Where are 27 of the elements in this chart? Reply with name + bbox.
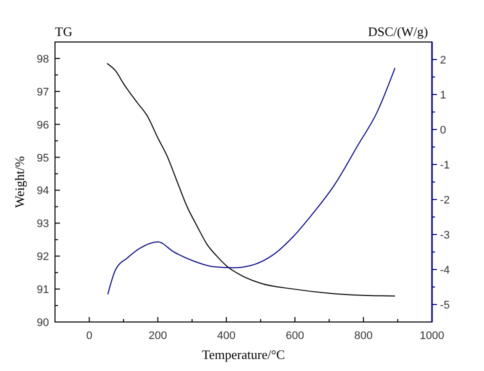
y-tick-label: 94 xyxy=(36,185,49,198)
y-tick-label: 97 xyxy=(36,86,49,98)
y-tick-label: 96 xyxy=(36,119,49,132)
y2-tick-label: -3 xyxy=(440,230,450,242)
x-tick-label: 400 xyxy=(217,330,236,342)
x-tick-label: 600 xyxy=(286,330,304,342)
text: TG xyxy=(55,24,72,39)
y-tick-label: 90 xyxy=(36,317,49,329)
y-tick-label: 95 xyxy=(36,152,49,164)
y-tick-label: 93 xyxy=(36,218,49,230)
y-tick-label: 91 xyxy=(36,284,49,296)
x-tick-label: 0 xyxy=(86,330,92,342)
x-tick-label: 1000 xyxy=(420,330,444,342)
y2-tick-label: 0 xyxy=(440,124,446,136)
x-tick-label: 200 xyxy=(148,330,167,342)
y2-tick-label: -4 xyxy=(440,264,450,276)
y2-axis-title: DSC/(W/g) xyxy=(368,24,428,39)
y2-tick-label: 1 xyxy=(440,90,446,102)
y-tick-label: 92 xyxy=(36,251,49,264)
y2-tick-label: -1 xyxy=(440,160,450,172)
x-tick-label: 800 xyxy=(354,330,373,342)
y2-tick-label: -5 xyxy=(440,300,450,312)
y2-tick-label: -2 xyxy=(440,194,450,206)
y-axis-title: Weight/% xyxy=(12,156,27,208)
y-tick-label: 98 xyxy=(36,53,49,66)
x-axis-title: Temperature/°C xyxy=(202,347,285,362)
y2-tick-label: 2 xyxy=(440,54,446,66)
